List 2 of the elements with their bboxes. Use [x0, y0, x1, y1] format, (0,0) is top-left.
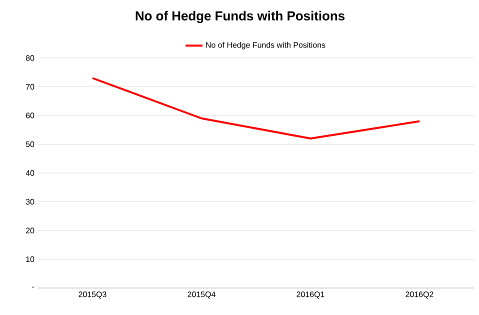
chart-title: No of Hedge Funds with Positions	[136, 10, 345, 24]
line-series	[92, 77, 421, 140]
